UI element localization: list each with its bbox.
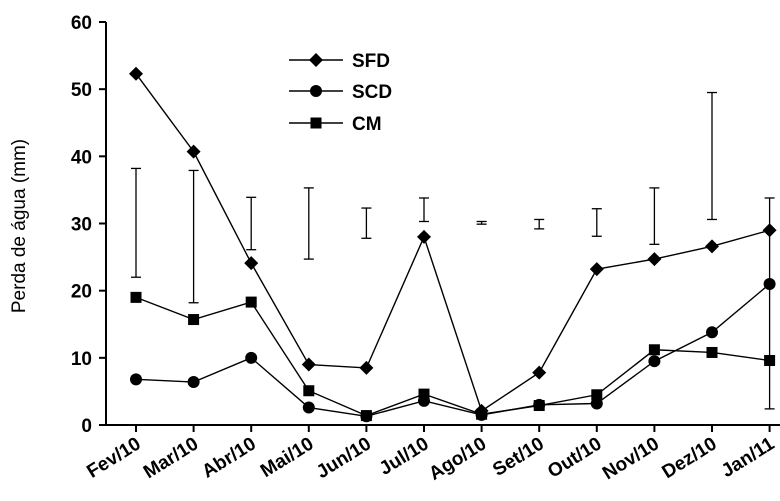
y-tick-label: 30 — [71, 215, 92, 236]
x-tick-label: Set/10 — [489, 433, 548, 480]
legend-marker-sfd — [309, 53, 323, 67]
point-cm — [591, 389, 603, 401]
x-tick-label: Fev/10 — [83, 433, 144, 482]
point-sfd — [705, 239, 719, 254]
legend-label-scd: SCD — [352, 82, 392, 103]
point-scd — [187, 376, 200, 389]
point-cm — [648, 344, 660, 356]
series-line-scd — [135, 283, 771, 417]
point-sfd — [359, 360, 374, 375]
point-scd — [130, 373, 142, 386]
point-scd — [648, 355, 661, 368]
x-tick-label: Mar/10 — [140, 433, 202, 483]
point-cm — [764, 355, 776, 367]
series-line-sfd — [135, 73, 770, 412]
series-line-cm — [135, 296, 770, 417]
legend-marker-scd — [310, 85, 322, 97]
y-ticks: 0 10 20 30 40 50 60 — [71, 13, 106, 437]
y-tick-label: 10 — [71, 349, 92, 370]
legend-label-sfd: SFD — [352, 51, 390, 72]
point-cm — [245, 296, 257, 308]
point-sfd — [589, 262, 604, 277]
point-sfd — [186, 144, 201, 159]
error-bars — [131, 91, 775, 410]
axes — [105, 22, 780, 426]
point-scd — [590, 397, 603, 410]
x-tick-label: Out/10 — [544, 433, 605, 482]
x-tick-label: Ago/10 — [425, 433, 490, 484]
x-tick-label: Jul/10 — [376, 433, 433, 479]
y-axis-label: Perda de água (mm) — [9, 139, 30, 313]
point-sfd — [417, 229, 431, 244]
point-cm — [188, 314, 200, 326]
y-tick-label: 60 — [71, 13, 92, 34]
point-scd — [763, 277, 776, 290]
point-scd — [245, 351, 258, 364]
point-sfd — [129, 66, 143, 81]
legend: SFD SCD CM — [289, 51, 392, 135]
point-cm — [360, 410, 372, 422]
point-sfd — [647, 252, 662, 267]
legend-marker-cm — [310, 117, 322, 129]
x-tick-label: Mai/10 — [257, 433, 317, 482]
x-tick-label: Dez/10 — [658, 433, 720, 483]
point-cm — [476, 408, 488, 420]
point-cm — [130, 291, 142, 303]
x-tick-label: Jan/11 — [718, 433, 779, 482]
y-tick-label: 40 — [71, 147, 92, 168]
point-cm — [418, 388, 430, 400]
point-sfd — [762, 223, 777, 238]
x-tick-label: Jun/10 — [313, 433, 375, 483]
x-tick-label: Nov/10 — [599, 433, 663, 484]
point-cm — [533, 400, 545, 412]
point-sfd — [532, 365, 547, 380]
legend-label-cm: CM — [352, 114, 382, 135]
point-cm — [303, 385, 315, 397]
point-scd — [302, 401, 315, 414]
point-sfd — [301, 357, 316, 372]
point-cm — [706, 346, 718, 358]
point-scd — [706, 326, 718, 339]
y-tick-label: 20 — [71, 282, 92, 303]
point-sfd — [244, 256, 259, 271]
series-markers — [129, 66, 777, 423]
y-tick-label: 50 — [71, 80, 92, 101]
series-lines — [135, 73, 771, 417]
y-tick-label: 0 — [81, 416, 92, 437]
x-tick-label: Abr/10 — [199, 433, 260, 482]
